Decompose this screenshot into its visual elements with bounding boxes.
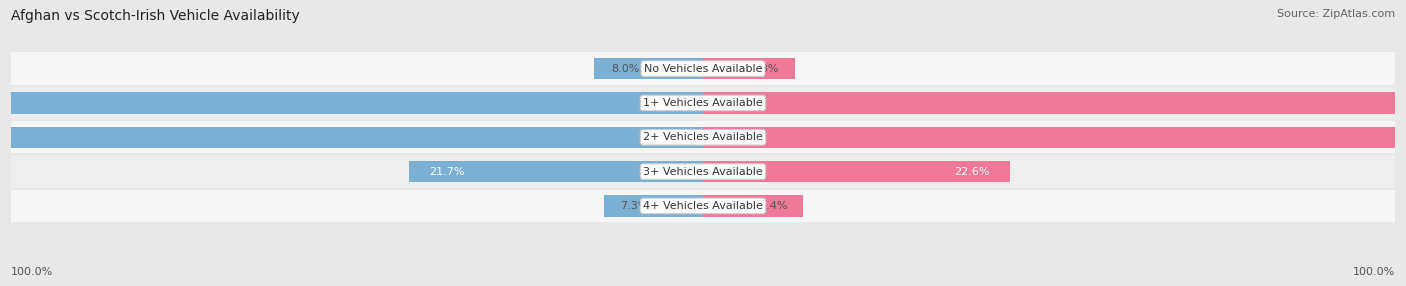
Legend: Afghan, Scotch-Irish: Afghan, Scotch-Irish bbox=[619, 284, 787, 286]
Bar bbox=[11, 189, 1395, 223]
Text: Source: ZipAtlas.com: Source: ZipAtlas.com bbox=[1277, 9, 1395, 19]
Text: 4+ Vehicles Available: 4+ Vehicles Available bbox=[643, 201, 763, 211]
Bar bbox=[703, 161, 1010, 182]
Bar bbox=[409, 161, 703, 182]
Bar bbox=[11, 86, 1395, 120]
Bar bbox=[0, 127, 703, 148]
Text: 21.7%: 21.7% bbox=[429, 167, 464, 176]
Text: Afghan vs Scotch-Irish Vehicle Availability: Afghan vs Scotch-Irish Vehicle Availabil… bbox=[11, 9, 299, 23]
Bar bbox=[703, 195, 803, 217]
Bar bbox=[11, 154, 1395, 189]
Text: 100.0%: 100.0% bbox=[11, 267, 53, 277]
Text: 2+ Vehicles Available: 2+ Vehicles Available bbox=[643, 132, 763, 142]
Bar bbox=[0, 92, 703, 114]
Text: 3+ Vehicles Available: 3+ Vehicles Available bbox=[643, 167, 763, 176]
Text: 8.0%: 8.0% bbox=[610, 64, 640, 74]
Bar bbox=[703, 92, 1406, 114]
Bar bbox=[605, 195, 703, 217]
Text: 7.4%: 7.4% bbox=[759, 201, 787, 211]
Bar bbox=[703, 58, 796, 79]
Text: 7.3%: 7.3% bbox=[620, 201, 648, 211]
Bar bbox=[703, 127, 1406, 148]
Text: 6.8%: 6.8% bbox=[751, 64, 779, 74]
Text: 100.0%: 100.0% bbox=[1353, 267, 1395, 277]
Bar bbox=[11, 51, 1395, 86]
Text: No Vehicles Available: No Vehicles Available bbox=[644, 64, 762, 74]
Text: 22.6%: 22.6% bbox=[953, 167, 990, 176]
Bar bbox=[11, 120, 1395, 154]
Text: 1+ Vehicles Available: 1+ Vehicles Available bbox=[643, 98, 763, 108]
Bar bbox=[595, 58, 703, 79]
